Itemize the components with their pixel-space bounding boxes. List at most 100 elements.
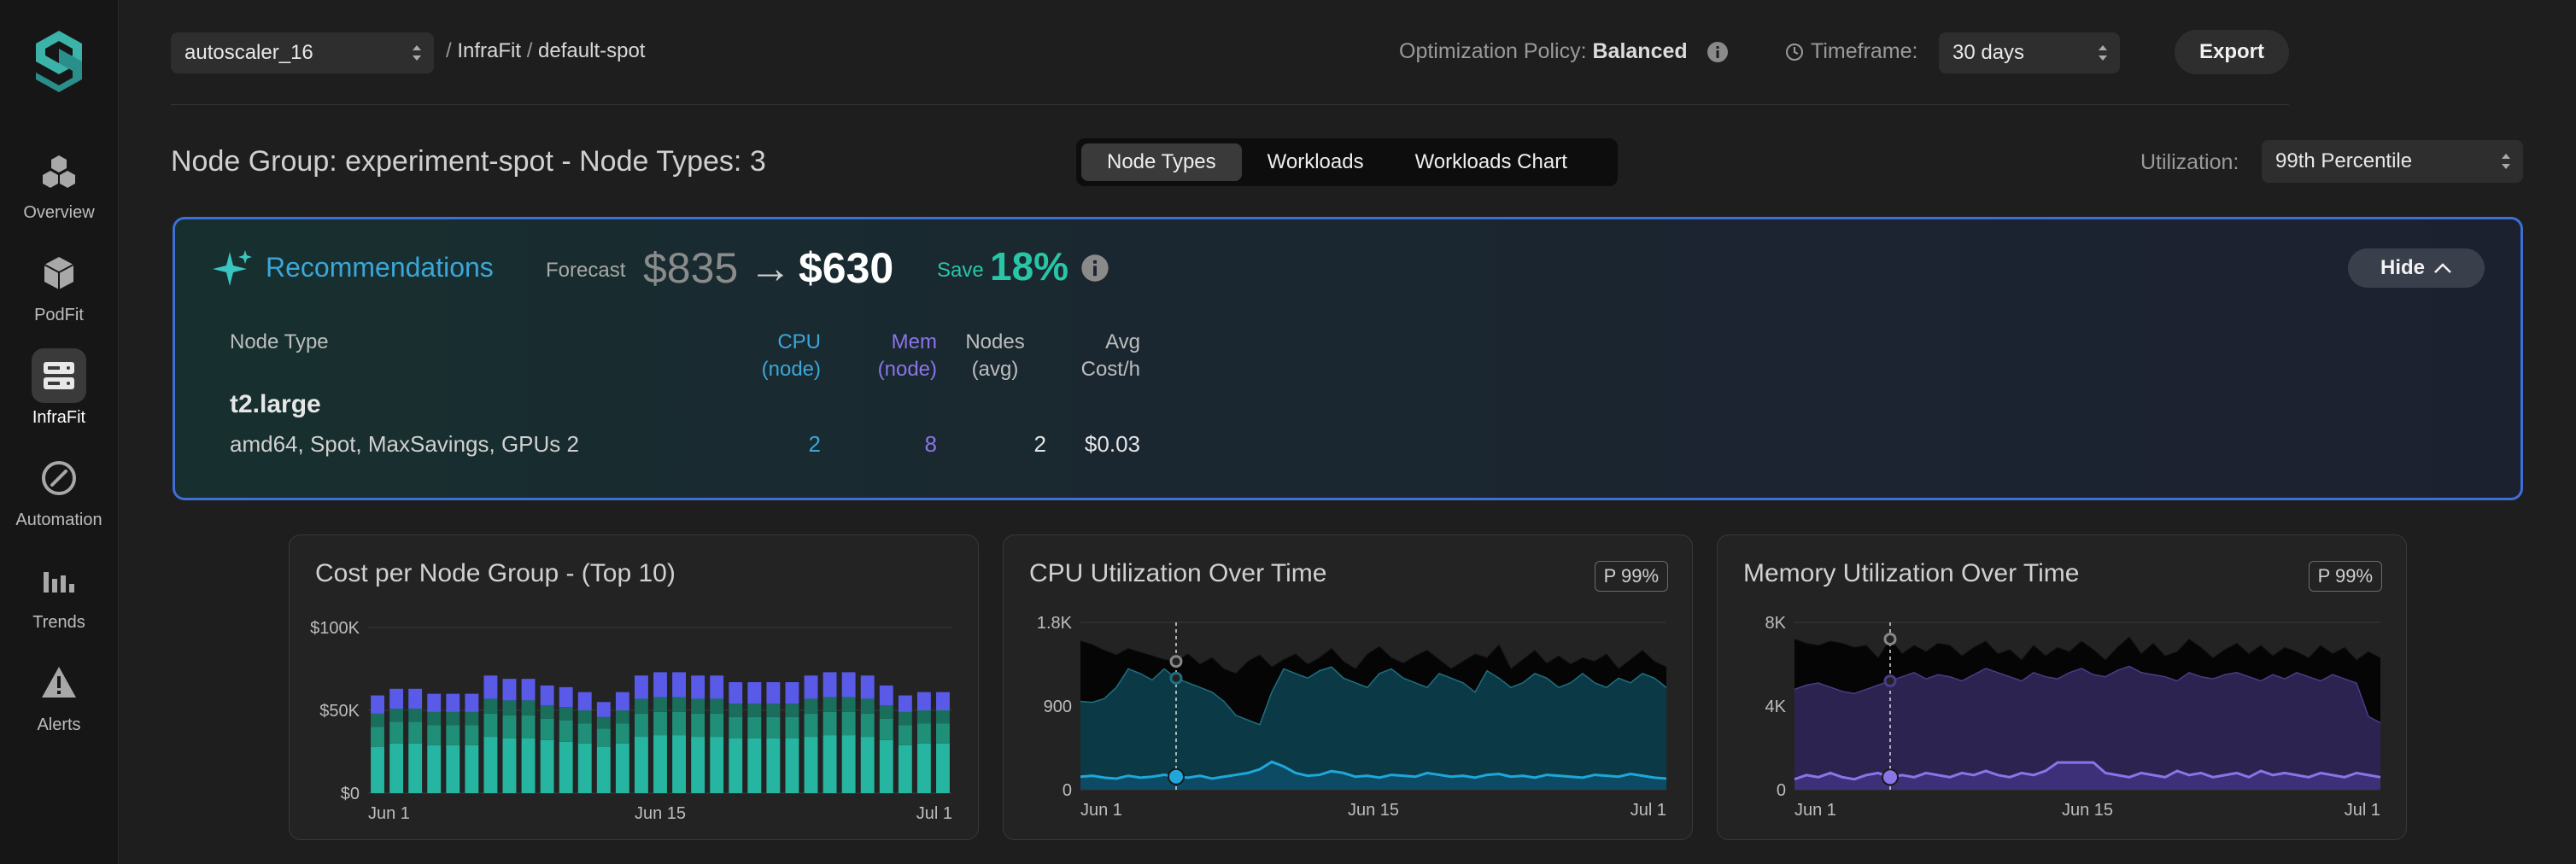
bar-segment	[766, 738, 781, 793]
bar-segment	[729, 703, 743, 717]
bar-segment	[785, 716, 799, 738]
sidebar-item-label: Automation	[15, 511, 102, 529]
bar-segment	[804, 737, 818, 793]
column-header-nodes: Nodes (avg)	[965, 330, 1025, 381]
export-button[interactable]: Export	[2175, 30, 2289, 74]
view-tabs: Node Types Workloads Workloads Chart	[1076, 138, 1618, 186]
bar-segment	[879, 685, 893, 706]
bar-segment	[879, 739, 893, 793]
sidebar-item-label: Alerts	[37, 715, 81, 734]
compass-icon	[32, 451, 86, 505]
mem-chart[interactable]: 0 4K 8K Jun 1 Jun 15 Jul 1	[1718, 535, 2408, 841]
bar-segment	[898, 744, 912, 793]
column-header-mem: Mem (node)	[877, 330, 937, 381]
recommendations-title: Recommendations	[266, 252, 494, 283]
bar-segment	[729, 716, 743, 738]
bar-segment	[577, 723, 592, 744]
bar-segment	[936, 743, 950, 793]
breadcrumb-item[interactable]: default-spot	[538, 39, 646, 62]
tab-workloads[interactable]: Workloads	[1267, 150, 1364, 173]
bar-segment	[502, 679, 517, 701]
bar-segment	[446, 725, 460, 745]
timeframe-select[interactable]: 30 days	[1939, 32, 2120, 73]
bar-segment	[465, 693, 479, 712]
sidebar-item-infrafit[interactable]: InfraFit	[0, 348, 118, 428]
cubes-icon	[32, 143, 86, 198]
bar-segment	[823, 672, 837, 698]
cost-chart[interactable]: $0 $50K $100K Jun 1 Jun 15 Jul 1	[290, 535, 980, 841]
y-tick-label: 900	[1044, 698, 1072, 716]
bar-segment	[559, 707, 573, 721]
sidebar-item-alerts[interactable]: Alerts	[0, 656, 118, 735]
sidebar-item-label: PodFit	[34, 306, 84, 324]
tab-node-types[interactable]: Node Types	[1081, 143, 1242, 181]
bar-segment	[766, 716, 781, 738]
bar-segment	[596, 716, 611, 729]
utilization-select[interactable]: 99th Percentile	[2262, 140, 2523, 183]
bar-segment	[672, 697, 687, 712]
select-arrows-icon	[2099, 45, 2107, 61]
bar-segment	[427, 725, 442, 745]
bar-segment	[371, 713, 384, 727]
app-logo[interactable]	[34, 29, 84, 94]
bar-segment	[389, 743, 404, 793]
bar-segment	[577, 710, 592, 724]
sidebar: Overview PodFit InfraFit Automation Tren…	[0, 0, 119, 864]
hover-point	[1883, 674, 1897, 688]
bar-segment	[521, 679, 536, 701]
x-tick-label: Jun 1	[1080, 801, 1122, 820]
bar-segment	[596, 702, 611, 717]
bar-segment	[634, 675, 648, 699]
cpu-chart-title: CPU Utilization Over Time	[1029, 559, 1327, 587]
cpu-chart[interactable]: 0 900 1.8K Jun 1 Jun 15 Jul 1	[1004, 535, 1694, 841]
series-area	[1080, 762, 1666, 790]
bar-segment	[804, 713, 818, 738]
bar-segment	[841, 697, 856, 712]
utilization-label: Utilization:	[2140, 150, 2239, 174]
bar-segment	[936, 692, 950, 710]
bar-segment	[691, 737, 705, 793]
bar-segment	[540, 705, 554, 719]
cost-chart-title: Cost per Node Group - (Top 10)	[315, 559, 676, 587]
bar-segment	[540, 685, 554, 706]
bar-segment	[389, 721, 404, 744]
series-area	[1794, 762, 2380, 790]
percentile-badge: P 99%	[2308, 561, 2382, 592]
column-header-cpu: CPU (node)	[761, 330, 821, 381]
sidebar-item-automation[interactable]: Automation	[0, 451, 118, 530]
bar-segment	[672, 672, 687, 698]
info-icon[interactable]	[1080, 254, 1109, 283]
node-type-name: t2.large	[230, 390, 321, 418]
cluster-select[interactable]: autoscaler_16	[171, 32, 434, 73]
breadcrumb-item[interactable]: InfraFit	[457, 39, 522, 62]
bar-segment	[653, 672, 667, 698]
bar-segment	[577, 743, 592, 793]
sidebar-item-trends[interactable]: Trends	[0, 553, 118, 633]
bar-segment	[559, 741, 573, 793]
sidebar-item-podfit[interactable]: PodFit	[0, 246, 118, 325]
node-type-details: amd64, Spot, MaxSavings, GPUs 2	[230, 431, 579, 457]
tab-workloads-chart[interactable]: Workloads Chart	[1414, 150, 1567, 173]
bar-segment	[634, 698, 648, 714]
bar-segment	[823, 697, 837, 712]
breadcrumb: / InfraFit / default-spot	[446, 39, 646, 62]
bar-segment	[785, 682, 799, 704]
mem-chart-card: Memory Utilization Over Time P 99% 0 4K 8K…	[1717, 534, 2407, 840]
hide-button[interactable]: Hide	[2348, 248, 2485, 288]
forecast-old-cost: $835	[643, 244, 739, 292]
bar-segment	[691, 698, 705, 714]
bar-segment	[577, 692, 592, 710]
bar-segment	[729, 682, 743, 704]
server-icon	[32, 348, 86, 403]
chevron-up-icon	[2434, 263, 2451, 273]
info-icon[interactable]	[1707, 41, 1729, 63]
forecast-label: Forecast	[546, 259, 626, 282]
bar-segment	[465, 744, 479, 793]
bar-segment	[841, 672, 856, 698]
y-tick-label: 4K	[1765, 698, 1787, 716]
sidebar-item-overview[interactable]: Overview	[0, 143, 118, 223]
y-tick-label: $100K	[310, 619, 360, 638]
bar-segment	[483, 713, 498, 738]
cube-icon	[32, 246, 86, 301]
bar-segment	[898, 695, 912, 712]
